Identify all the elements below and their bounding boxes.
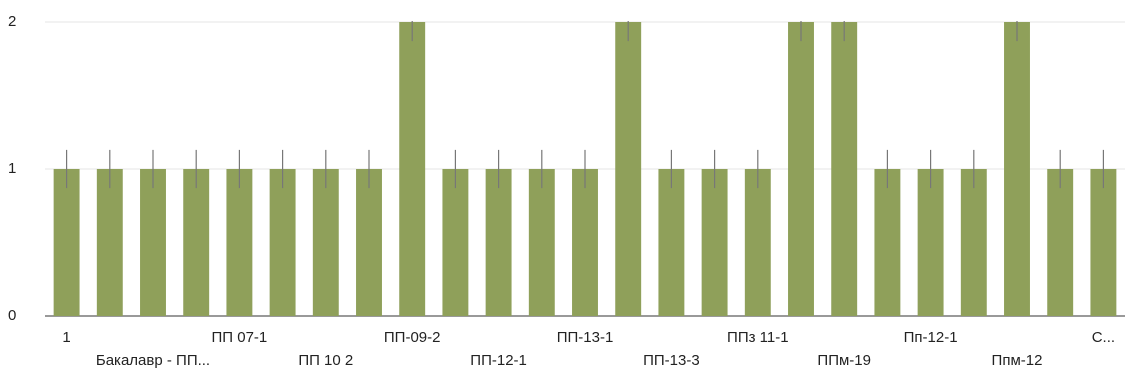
x-tick-label: ПП 10 2 bbox=[298, 352, 353, 369]
bar bbox=[1004, 22, 1030, 316]
x-tick-label: ПП-12-1 bbox=[470, 352, 527, 369]
bar bbox=[1090, 169, 1117, 316]
bar bbox=[658, 169, 685, 316]
bar bbox=[744, 169, 771, 316]
bar bbox=[226, 169, 253, 316]
x-tick-label: ППм-19 bbox=[817, 352, 871, 369]
y-tick-label: 2 bbox=[8, 13, 16, 30]
bar bbox=[615, 22, 642, 316]
x-tick-label: С... bbox=[1092, 329, 1115, 346]
y-tick-label: 1 bbox=[8, 160, 16, 177]
bar bbox=[399, 22, 426, 316]
x-tick-label: 1 bbox=[62, 329, 70, 346]
bar bbox=[528, 169, 555, 316]
bar bbox=[788, 22, 814, 316]
bar bbox=[312, 169, 339, 316]
bar bbox=[485, 169, 512, 316]
x-tick-label: ПП-13-1 bbox=[557, 329, 614, 346]
x-tick-label: ППз 11-1 bbox=[727, 329, 789, 346]
labels: 0 1 2 1 Бакалавр - ПП...ПП 07-1 ПП 10 2 ПП-09-… bbox=[8, 13, 1115, 369]
x-tick-label: Пп-12-1 bbox=[904, 329, 958, 346]
bar bbox=[917, 169, 944, 316]
bar bbox=[183, 169, 210, 316]
bar bbox=[96, 169, 123, 316]
bar bbox=[960, 169, 987, 316]
x-tick-label: Ппм-12 bbox=[992, 352, 1043, 369]
bar bbox=[356, 169, 382, 316]
x-tick-label: ПП-09-2 bbox=[384, 329, 441, 346]
bar bbox=[53, 169, 80, 316]
x-tick-label: Бакалавр - ПП... bbox=[96, 352, 210, 369]
bar bbox=[442, 169, 469, 316]
bar bbox=[1047, 169, 1074, 316]
bar bbox=[269, 169, 296, 316]
bar bbox=[874, 169, 901, 316]
bar bbox=[831, 22, 858, 316]
x-tick-label: ПП 07-1 bbox=[212, 329, 268, 346]
bars bbox=[53, 21, 1117, 316]
y-tick-label: 0 bbox=[8, 307, 16, 324]
x-tick-label: ПП-13-3 bbox=[643, 352, 700, 369]
bar bbox=[701, 169, 728, 316]
bar bbox=[140, 169, 166, 316]
bar bbox=[572, 169, 598, 316]
